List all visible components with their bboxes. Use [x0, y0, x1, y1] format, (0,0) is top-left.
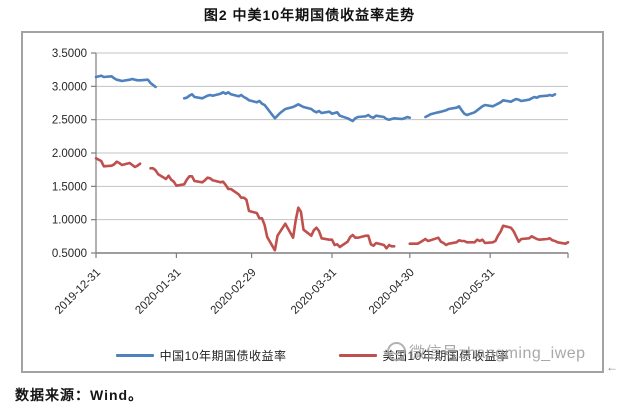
figure-title: 图2 中美10年期国债收益率走势 — [203, 7, 416, 23]
legend-item-us: 美国10年期国债收益率 — [338, 347, 510, 364]
china-line-swatch — [115, 354, 154, 357]
svg-text:1.0000: 1.0000 — [52, 215, 87, 227]
svg-text:2020-01-31: 2020-01-31 — [133, 267, 183, 317]
chart-legend: 中国10年期国债收益率 美国10年期国债收益率 — [23, 347, 602, 364]
svg-text:1.5000: 1.5000 — [52, 181, 87, 193]
chart-frame: 3.5000 3.0000 2.5000 2.0000 1.5000 1.0000 0.50… — [21, 31, 604, 373]
legend-label-china: 中国10年期国债收益率 — [159, 349, 287, 363]
paragraph-return-mark: ← — [606, 360, 618, 374]
svg-text:2020-05-31: 2020-05-31 — [447, 267, 497, 317]
svg-text:2019-12-31: 2019-12-31 — [53, 267, 103, 317]
line-chart: 3.5000 3.0000 2.5000 2.0000 1.5000 1.0000 0.50… — [52, 48, 570, 317]
legend-item-china: 中国10年期国债收益率 — [115, 347, 287, 364]
svg-text:2020-02-29: 2020-02-29 — [209, 267, 259, 317]
legend-label-us: 美国10年期国债收益率 — [382, 349, 510, 363]
svg-text:3.0000: 3.0000 — [52, 81, 87, 93]
data-source-note: 数据来源：Wind。 — [15, 387, 144, 403]
svg-text:2020-04-30: 2020-04-30 — [367, 267, 417, 317]
svg-text:2.0000: 2.0000 — [52, 148, 87, 160]
svg-text:2020-03-31: 2020-03-31 — [289, 267, 339, 317]
svg-text:2.5000: 2.5000 — [52, 115, 87, 127]
svg-text:0.5000: 0.5000 — [52, 248, 87, 260]
us-line-swatch — [338, 354, 377, 357]
svg-text:3.5000: 3.5000 — [52, 48, 87, 60]
